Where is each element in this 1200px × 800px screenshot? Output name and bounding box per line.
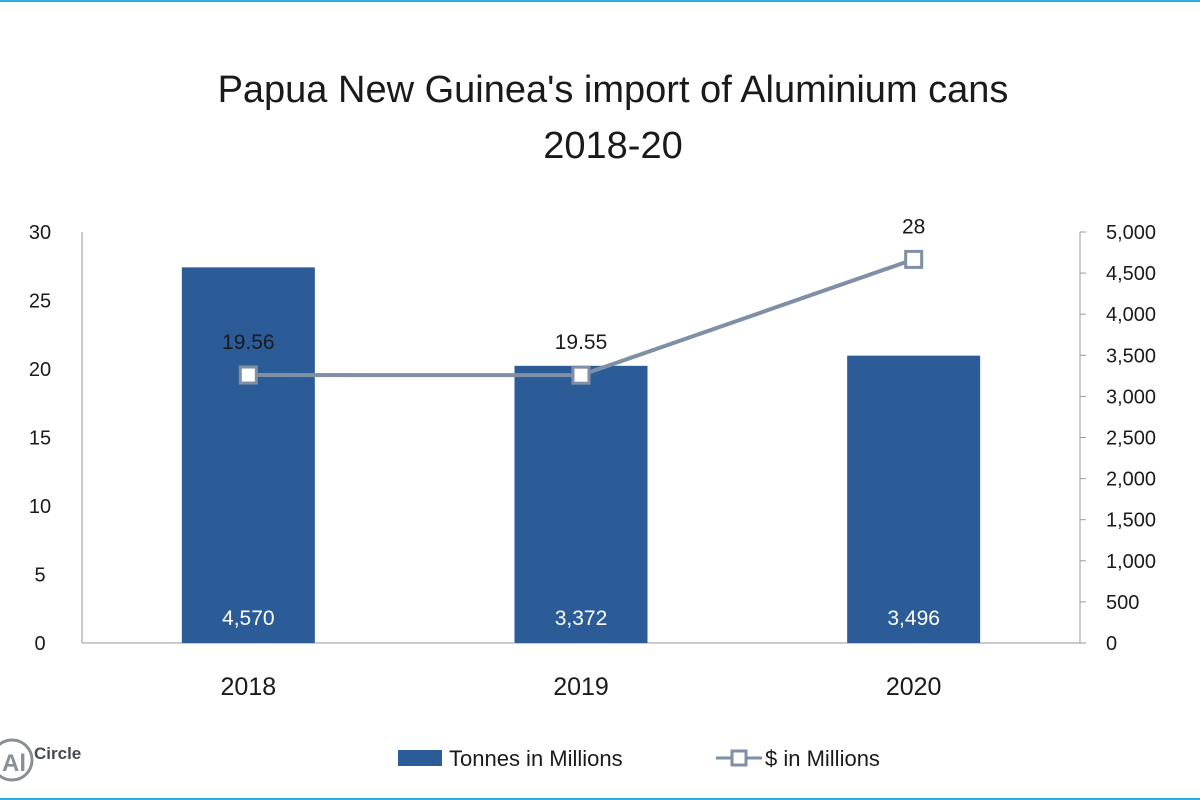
left-tick-label: 25 [29, 291, 51, 313]
right-tick-label: 500 [1106, 592, 1139, 614]
left-tick-label: 30 [29, 222, 51, 244]
right-tick-label: 3,500 [1106, 345, 1156, 367]
left-tick-label: 15 [29, 428, 51, 450]
bar-value-label: 3,372 [555, 607, 608, 630]
right-tick-label: 1,000 [1106, 551, 1156, 573]
right-tick-label: 5,000 [1106, 222, 1156, 244]
line-value-label: 19.55 [555, 331, 608, 354]
category-label: 2018 [221, 673, 277, 701]
logo-name: Circle [34, 744, 81, 763]
legend-line-label: $ in Millions [765, 746, 880, 771]
bar-value-label: 4,570 [222, 607, 275, 630]
left-tick-label: 10 [29, 496, 51, 518]
right-tick-label: 0 [1106, 633, 1117, 655]
bar-value-label: 3,496 [887, 607, 940, 630]
left-tick-label: 5 [34, 565, 45, 587]
right-tick-label: 1,500 [1106, 510, 1156, 532]
line-point-2018 [238, 365, 258, 385]
chart-subtitle: 2018-20 [543, 125, 682, 167]
right-tick-label: 4,000 [1106, 304, 1156, 326]
alcircle-logo: Al Circle [0, 738, 81, 782]
category-label: 2019 [553, 673, 609, 701]
legend-bar-swatch [398, 750, 442, 766]
bar-2018 [181, 267, 315, 643]
plot-area: 0 5 10 15 20 25 30 0 500 1,000 1,500 2,000 2,500 3,00… [29, 215, 1156, 701]
line-point-2020 [904, 249, 924, 269]
legend: Tonnes in Millions $ in Millions [398, 746, 880, 771]
legend-line-marker [730, 749, 748, 767]
logo-ring-icon [0, 738, 34, 782]
bottom-border [0, 798, 1200, 800]
line-value-label: 19.56 [222, 331, 275, 354]
legend-bar-label: Tonnes in Millions [449, 746, 623, 771]
bar-2020 [847, 355, 981, 643]
logo-mark: Al [2, 750, 26, 777]
left-tick-label: 0 [34, 633, 45, 655]
line-series-path [248, 257, 915, 378]
line-point-2019 [571, 365, 591, 385]
chart-title: Papua New Guinea's import of Aluminium c… [218, 69, 1009, 111]
right-tick-label: 4,500 [1106, 263, 1156, 285]
line-value-label: 28 [902, 215, 925, 238]
right-tick-label: 2,500 [1106, 428, 1156, 450]
bar-2019 [514, 365, 648, 643]
right-tick-label: 2,000 [1106, 469, 1156, 491]
category-label: 2020 [886, 673, 942, 701]
top-border [0, 0, 1200, 2]
right-tick-label: 3,000 [1106, 386, 1156, 408]
left-tick-label: 20 [29, 359, 51, 381]
